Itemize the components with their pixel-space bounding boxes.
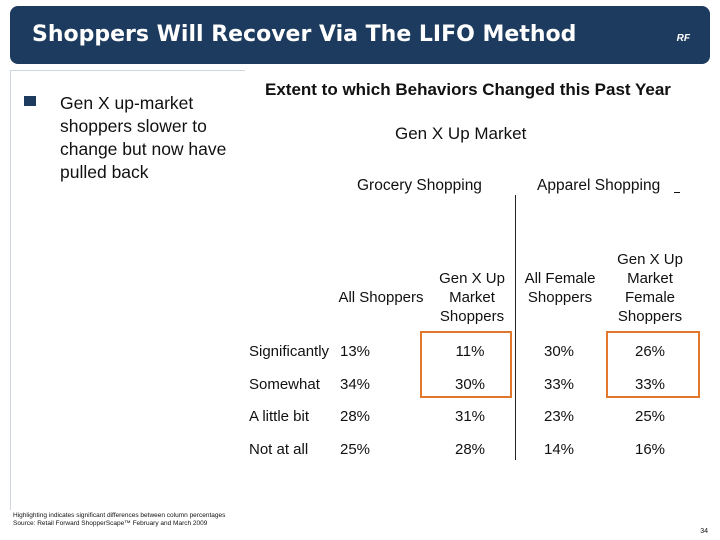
table-cell: 11%	[455, 343, 485, 360]
group-apparel-label: Apparel Shopping	[537, 177, 661, 194]
table-cell: 16%	[634, 441, 666, 458]
slide-header: Shoppers Will Recover Via The LIFO Metho…	[10, 6, 710, 64]
footnote: Highlighting indicates significant diffe…	[13, 512, 225, 528]
table-cell: 13%	[339, 343, 371, 360]
table-cell: 14%	[543, 441, 575, 458]
group-divider	[515, 195, 516, 460]
table-cell: 34%	[339, 376, 371, 393]
underline-mark	[674, 192, 680, 193]
table-cell: 31%	[454, 408, 486, 425]
table-title: Extent to which Behaviors Changed this P…	[265, 80, 671, 99]
footnote-source: Source: Retail Forward ShopperScape™ Feb…	[13, 520, 208, 527]
table-cell: 28%	[454, 441, 486, 458]
company-logo: RF	[676, 33, 690, 44]
column-header-genx-upmarket: Gen X Up Market Shoppers	[439, 270, 505, 325]
footnote-note: Highlighting indicates significant diffe…	[13, 512, 226, 519]
table-cell: 30%	[454, 376, 486, 393]
segment-label: Gen X Up Market	[395, 124, 527, 143]
table-cell: 26%	[634, 343, 666, 360]
column-header-genx-upmarket-female: Gen X Up Market Female Shoppers	[617, 251, 683, 325]
highlight-box-grocery	[420, 331, 512, 398]
column-header-all-female: All Female Shoppers	[524, 270, 596, 306]
row-label: A little bit	[249, 408, 310, 425]
table-cell: 30%	[543, 343, 575, 360]
table-cell: 23%	[543, 408, 575, 425]
group-grocery-label: Grocery Shopping	[357, 177, 482, 194]
row-label: Significantly	[249, 343, 330, 360]
table-cell: 25%	[634, 408, 666, 425]
bullet-text: Gen X up-market shoppers slower to chang…	[60, 93, 227, 182]
table-cell: 25%	[339, 441, 371, 458]
bullet-square-icon	[24, 96, 36, 106]
table-cell: 33%	[543, 376, 575, 393]
table-cell: 28%	[339, 408, 371, 425]
left-panel	[10, 70, 245, 510]
slide-title: Shoppers Will Recover Via The LIFO Metho…	[32, 22, 577, 47]
row-label: Not at all	[249, 441, 309, 458]
highlight-box-apparel	[606, 331, 700, 398]
page-number: 34	[700, 528, 708, 535]
table-cell: 33%	[634, 376, 666, 393]
row-label: Somewhat	[249, 376, 320, 393]
column-header-all-shoppers: All Shoppers	[338, 289, 424, 306]
